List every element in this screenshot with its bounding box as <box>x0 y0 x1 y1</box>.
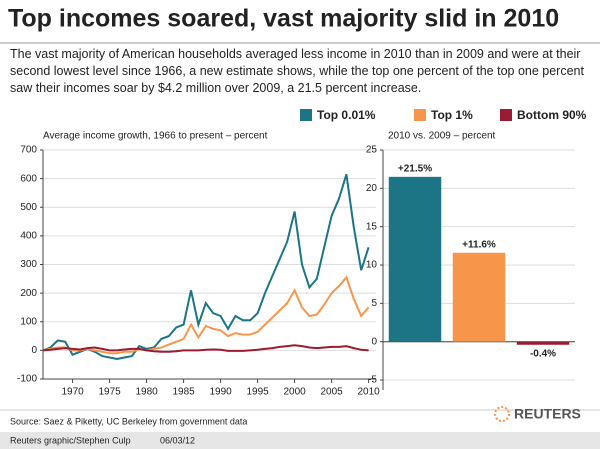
line-series <box>42 174 370 361</box>
legend-label: Bottom 90% <box>517 108 587 122</box>
value-label: +21.5% <box>398 163 432 174</box>
y-tick-label: 20 <box>366 183 378 194</box>
legend-swatch <box>500 109 512 121</box>
y-tick-label: 600 <box>20 173 37 184</box>
subtitle-box: The vast majority of American households… <box>10 47 584 95</box>
footer-bar <box>0 432 600 449</box>
y-tick-label: 400 <box>20 231 37 242</box>
y-tick-label: 300 <box>20 259 37 270</box>
credit: Reuters graphic/Stephen Culp <box>10 435 131 445</box>
legend-swatch <box>414 109 426 121</box>
bar-chart-title: 2010 vs. 2009 – percent <box>388 131 496 142</box>
y-tick-label: 15 <box>366 221 378 232</box>
x-tick-label: 1995 <box>246 387 269 398</box>
logo: REUTERS <box>514 406 581 422</box>
y-tick-label: -100 <box>17 374 37 385</box>
x-tick-label: 2005 <box>320 387 343 398</box>
value-label: -0.4% <box>530 348 556 359</box>
y-tick-label: 0 <box>371 336 377 347</box>
bar <box>516 341 570 345</box>
y-tick-label: 25 <box>366 145 378 156</box>
y-tick-label: 10 <box>366 260 378 271</box>
y-tick-label: 500 <box>20 202 37 213</box>
line-series <box>42 344 369 353</box>
x-tick-label: 2000 <box>283 387 306 398</box>
legend-swatch <box>300 109 312 121</box>
subtitle: The vast majority of American households… <box>10 47 584 95</box>
line-series <box>42 275 370 355</box>
date: 06/03/12 <box>160 435 195 445</box>
value-label: +11.6% <box>462 239 496 250</box>
x-tick-label: 2010 <box>357 387 380 398</box>
x-tick-label: 1985 <box>172 387 195 398</box>
y-tick-label: -5 <box>368 375 377 386</box>
y-tick-label: 100 <box>20 316 37 327</box>
logo-icon <box>494 406 510 422</box>
x-tick-label: 1970 <box>61 387 84 398</box>
x-tick-label: 1990 <box>209 387 232 398</box>
y-tick-label: 5 <box>371 298 377 309</box>
y-tick-label: 700 <box>20 145 37 156</box>
legend-label: Top 0.01% <box>317 108 376 122</box>
bar <box>452 252 506 342</box>
line-chart-title: Average income growth, 1966 to present –… <box>43 131 268 142</box>
x-tick-label: 1980 <box>135 387 158 398</box>
legend-label: Top 1% <box>431 108 473 122</box>
x-tick-label: 1975 <box>98 387 121 398</box>
y-tick-label: 0 <box>31 345 37 356</box>
bar <box>388 176 442 342</box>
y-tick-label: 200 <box>20 288 37 299</box>
title: Top incomes soared, vast majority slid i… <box>8 5 559 33</box>
source: Source: Saez & Piketty, UC Berkeley from… <box>10 416 247 426</box>
